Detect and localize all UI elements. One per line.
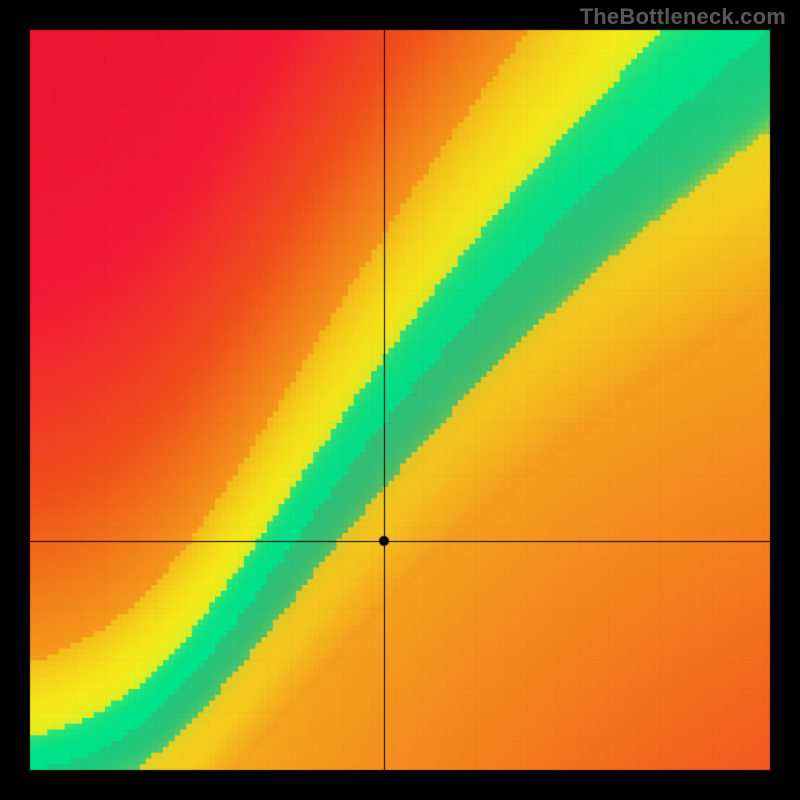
chart-container: { "canvas": { "width": 800, "height": 80… <box>0 0 800 800</box>
watermark-text: TheBottleneck.com <box>580 4 786 30</box>
bottleneck-heatmap <box>0 0 800 800</box>
